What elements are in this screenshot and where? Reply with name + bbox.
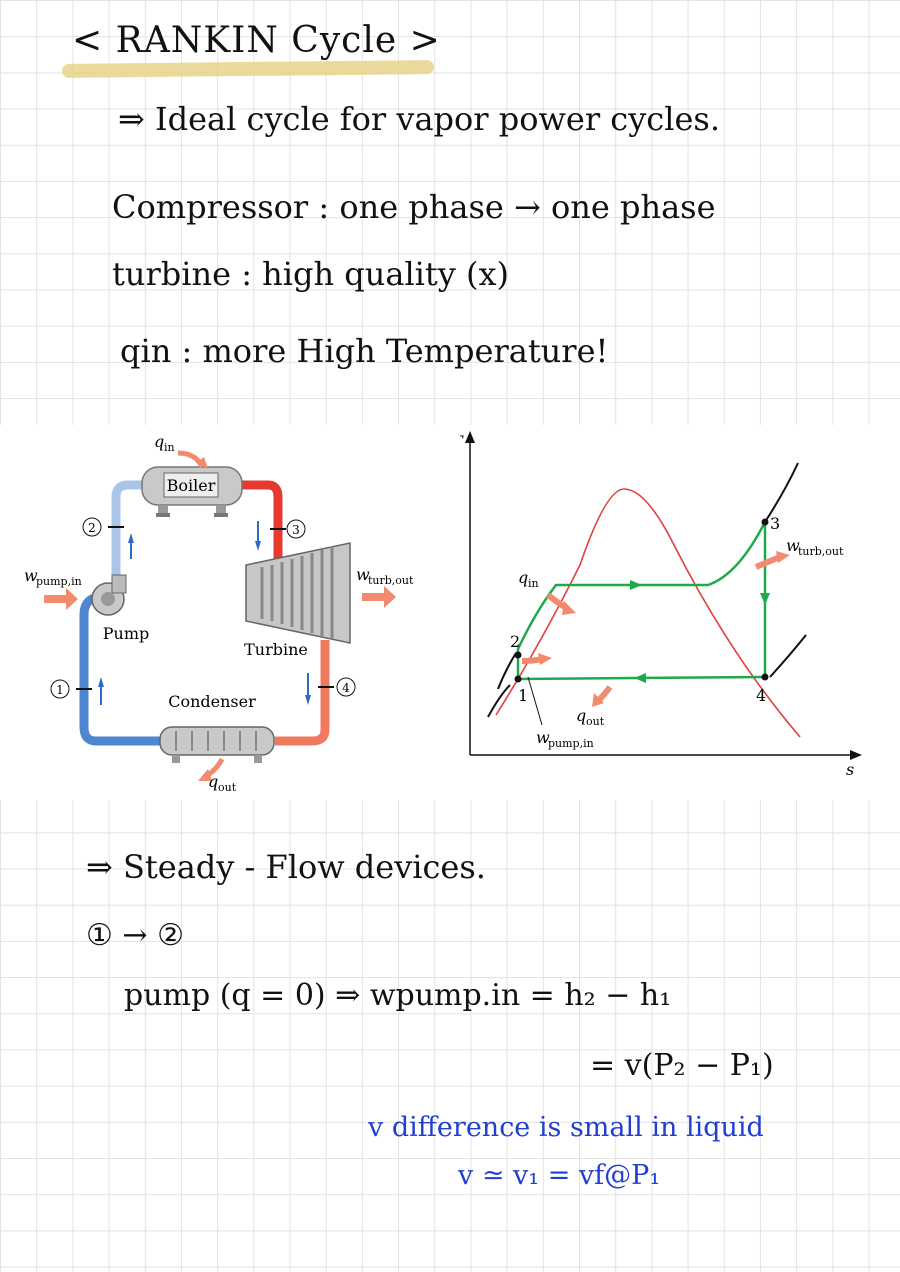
title-highlight [61, 60, 435, 78]
pump-label: Pump [103, 624, 149, 643]
w-pump-in-sub-ts: pump,in [548, 737, 594, 750]
q-in-arrow [177, 450, 205, 469]
state-4-label: 4 [342, 681, 350, 695]
note-line-specific-volume: v ≃ v₁ = vf@P₁ [458, 1160, 661, 1191]
cycle-arrow-right [760, 593, 770, 605]
note-line-qin: qin : more High Temperature! [120, 332, 609, 370]
rankine-schematic: Boiler q in Turbine w turb,out [24, 432, 414, 794]
q-in-sub: in [164, 441, 175, 454]
low-pressure-isobar-left [487, 684, 511, 718]
state-marker-2: 2 [82, 517, 134, 559]
hot-pipe [242, 480, 283, 565]
compressed-liquid-line [497, 652, 517, 690]
cycle-arrow-bottom [634, 673, 646, 683]
point-2 [514, 651, 522, 659]
boiler-label-box [163, 472, 219, 498]
turbine [245, 542, 351, 644]
high-pressure-isobar [764, 462, 799, 523]
note-line-ideal-cycle: ⇒ Ideal cycle for vapor power cycles. [118, 100, 720, 138]
state-marker-4: 4 [305, 673, 356, 705]
note-line-liquid-volume: v difference is small in liquid [368, 1112, 764, 1143]
state-marker-3: 3 [255, 519, 306, 551]
point-1-label: 1 [518, 686, 528, 705]
q-out-label-ts: q [576, 706, 586, 725]
note-line-pump-work-volume: = v(P₂ − P₁) [590, 1048, 774, 1083]
note-line-turbine: turbine : high quality (x) [112, 255, 510, 293]
note-line-compressor: Compressor : one phase → one phase [112, 188, 716, 226]
cold-return-pipe [79, 592, 160, 746]
w-turb-out-label: w [356, 565, 370, 584]
w-turb-out-sub-ts: turb,out [798, 545, 844, 558]
condenser [159, 726, 275, 763]
state-marker-1: 1 [50, 677, 104, 705]
note-title: < RANKIN Cycle > [72, 20, 441, 61]
cycle-arrow-top [630, 580, 642, 590]
pump [91, 574, 127, 616]
w-turb-out-arrow-ts [754, 554, 782, 570]
state-1-label: 1 [56, 683, 64, 697]
w-pump-in-sub: pump,in [36, 575, 82, 588]
w-turb-out-label-ts: w [786, 536, 800, 555]
q-in-label-ts: q [518, 568, 528, 587]
q-in-sub-ts: in [528, 577, 539, 590]
turbine-label: Turbine [244, 640, 308, 659]
w-pump-in-label-ts: w [536, 728, 550, 747]
low-pressure-isobar-right [769, 634, 807, 678]
point-3-label: 3 [770, 514, 780, 533]
q-out-sub-ts: out [586, 715, 605, 728]
point-4-label: 4 [756, 686, 766, 705]
q-in-label: q [154, 432, 164, 451]
w-pump-in-arrow [44, 588, 78, 610]
q-out-sub: out [218, 781, 237, 794]
point-4 [761, 673, 769, 681]
note-line-state-1-to-2: ① → ② [86, 918, 184, 953]
rankine-figure: Boiler q in Turbine w turb,out [0, 425, 900, 800]
point-1 [514, 675, 522, 683]
w-turb-out-arrow [362, 586, 396, 608]
note-line-pump-work: pump (q = 0) ⇒ wpump.in = h₂ − h₁ [124, 978, 672, 1013]
state-2-label: 2 [88, 521, 96, 535]
pump-outlet-pipe [111, 480, 145, 575]
s-axis-label: s [846, 760, 854, 779]
t-axis-label: T [460, 432, 464, 451]
w-pump-in-arrow-ts [521, 656, 543, 664]
ts-diagram: T s 1 2 3 4 q in w turb,out q [460, 431, 862, 779]
note-line-steady-flow: ⇒ Steady - Flow devices. [86, 848, 486, 886]
rankine-cycle-path [516, 521, 767, 681]
point-3 [761, 518, 769, 526]
q-out-label: q [208, 772, 218, 791]
w-turb-out-sub: turb,out [368, 574, 414, 587]
w-pump-in-leader [527, 676, 543, 726]
condenser-label: Condenser [168, 692, 256, 711]
saturation-dome [495, 488, 801, 738]
w-pump-in-label: w [24, 566, 38, 585]
boiler-label: Boiler [167, 476, 216, 495]
point-2-label: 2 [510, 632, 520, 651]
state-3-label: 3 [292, 523, 300, 537]
turbine-outlet-pipe [275, 640, 330, 746]
